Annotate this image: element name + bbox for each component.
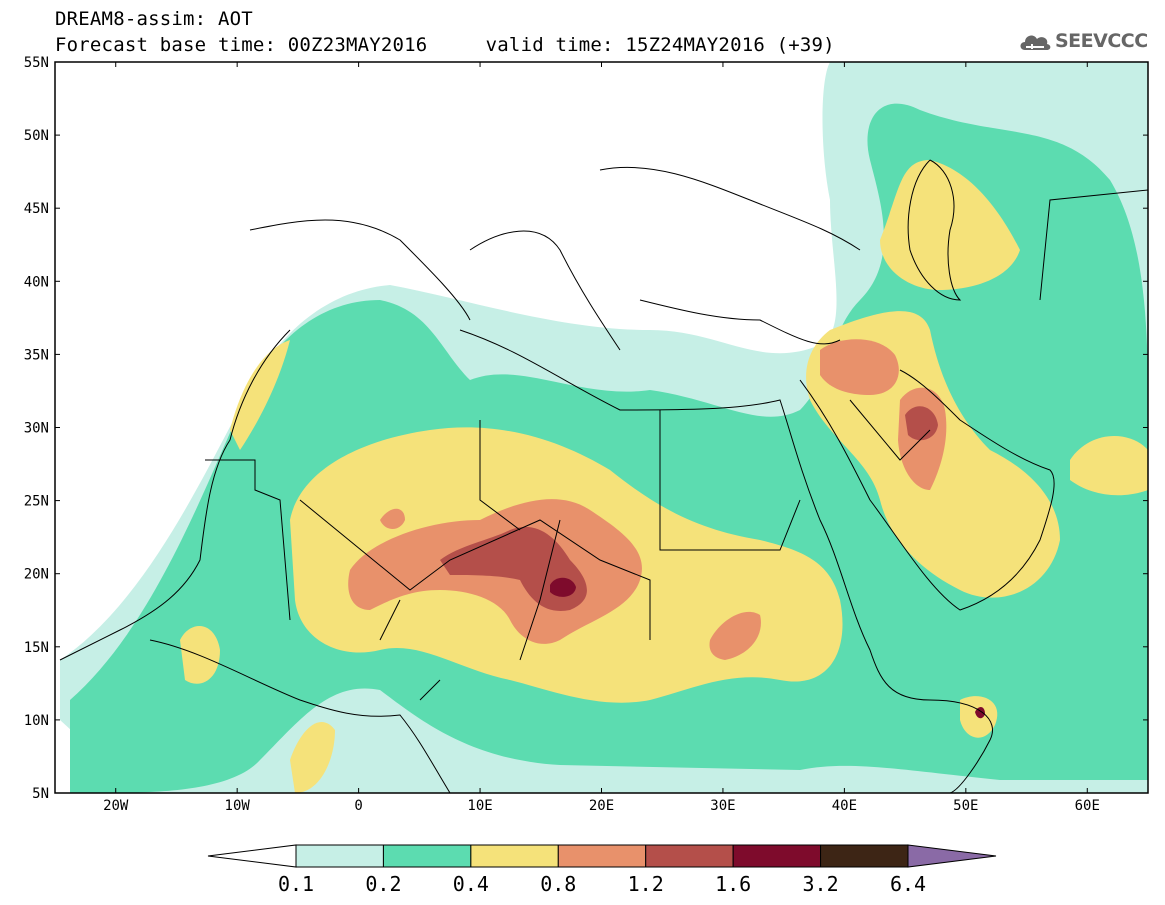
colorbar-low-arrow <box>207 844 297 868</box>
coastlines <box>59 159 1148 793</box>
lon-tick-label: 10W <box>225 798 251 814</box>
base-time: Forecast base time: 00Z23MAY2016 <box>55 34 428 56</box>
aot-contour-0.4 <box>1070 436 1148 496</box>
aot-contour-0.8 <box>709 611 761 660</box>
arabia-coast <box>799 369 1055 611</box>
caspian-coast <box>907 159 962 301</box>
aot-contour-1.6 <box>550 577 576 597</box>
map-title: DREAM8-assim: AOT <box>55 8 253 30</box>
lat-tick-label: 45N <box>24 201 49 217</box>
colorbar-level-label: 3.2 <box>802 872 839 896</box>
colorbar-swatch <box>645 844 734 868</box>
lat-tick-label: 50N <box>24 128 49 144</box>
europe-coast <box>249 166 861 351</box>
lat-tick-label: 25N <box>24 494 49 510</box>
lon-tick-label: 10E <box>467 798 492 814</box>
lat-tick-label: 20N <box>24 567 49 583</box>
colorbar-level-label: 0.4 <box>452 872 489 896</box>
colorbar-swatch <box>557 844 647 868</box>
aot-contour-0.4 <box>290 721 335 793</box>
colorbar-swatch <box>470 844 559 868</box>
lat-tick-label: 10N <box>24 713 49 729</box>
lon-tick-label: 30E <box>710 798 735 814</box>
colorbar-level-label: 6.4 <box>889 872 927 896</box>
aot-field <box>60 62 1148 793</box>
africa-coast <box>59 329 993 793</box>
cloud-icon <box>1020 35 1051 50</box>
colorbar-swatch <box>295 844 384 868</box>
colorbar-level-label: 0.2 <box>365 872 402 896</box>
valid-time: valid time: 15Z24MAY2016 (+39) <box>485 34 835 56</box>
lon-tick-label: 50E <box>953 798 978 814</box>
aot-contour-0.4 <box>230 340 290 450</box>
lat-tick-label: 40N <box>24 274 49 290</box>
lat-axis: 55N 50N 45N 40N 35N 30N 25N 20N 15N 10N 5N <box>24 55 1148 802</box>
lon-tick-label: 20W <box>103 798 129 814</box>
country-borders <box>205 189 1148 701</box>
colorbar <box>207 844 997 868</box>
colorbar-level-label: 1.2 <box>627 872 664 896</box>
aot-contour-0.8 <box>380 508 405 529</box>
lon-tick-label: 60E <box>1075 798 1100 814</box>
lat-tick-label: 30N <box>24 421 49 437</box>
logo-text: SEEVCCC <box>1055 30 1148 52</box>
lon-axis: 20W 10W 0 10E 20E 30E 40E 50E 60E <box>103 62 1100 814</box>
aot-contour-0.4 <box>880 160 1020 290</box>
lon-tick-label: 20E <box>589 798 614 814</box>
lat-tick-label: 35N <box>24 347 49 363</box>
lat-tick-label: 5N <box>32 786 49 802</box>
colorbar-swatch <box>732 844 822 868</box>
colorbar-swatch <box>820 844 909 868</box>
lon-tick-label: 0 <box>354 798 362 814</box>
colorbar-level-label: 0.8 <box>540 872 577 896</box>
lon-tick-label: 40E <box>832 798 857 814</box>
colorbar-level-label: 0.1 <box>277 872 315 896</box>
seevccc-logo: SEEVCCC <box>1018 26 1148 56</box>
aot-contour-1.2 <box>905 406 938 441</box>
colorbar-high-arrow <box>907 844 997 868</box>
aot-contour-0.8 <box>820 339 899 395</box>
lat-tick-label: 55N <box>24 55 49 71</box>
colorbar-level-label: 1.6 <box>715 872 752 896</box>
lat-tick-label: 15N <box>24 640 49 656</box>
colorbar-swatch <box>382 844 472 868</box>
aot-contour-0.4 <box>180 626 220 684</box>
time-info: Forecast base time: 00Z23MAY2016 valid t… <box>55 34 835 56</box>
